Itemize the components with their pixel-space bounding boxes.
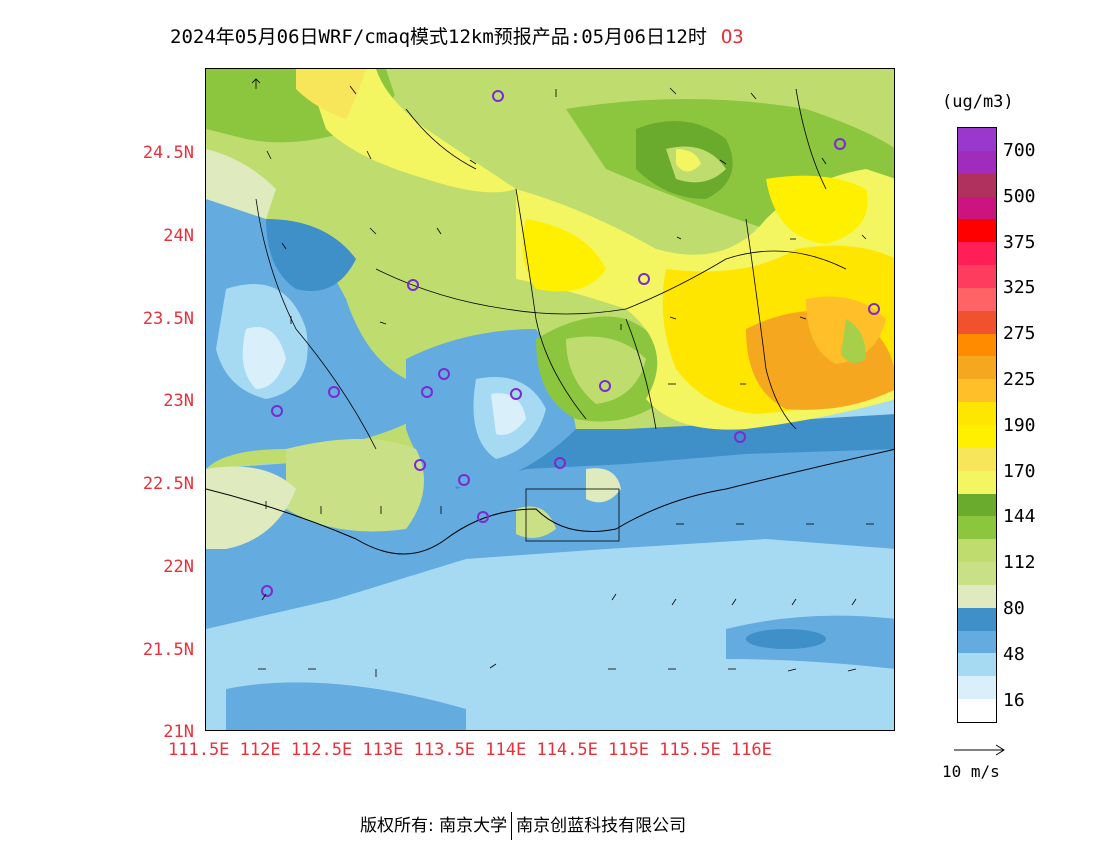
colorbar-label: 225 [1003, 369, 1036, 390]
copyright-company: 南京创蓝科技有限公司 [516, 816, 687, 836]
colorbar-label: 48 [1003, 643, 1025, 665]
lat-label: 21N [163, 722, 194, 742]
colorbar-segment [958, 676, 996, 700]
colorbar-segment [958, 196, 996, 220]
lat-label: 24N [163, 226, 194, 246]
title-main: 2024年05月06日WRF/cmaq模式12km预报产品:05月06日12时 [170, 26, 707, 48]
colorbar-segment [958, 699, 996, 722]
colorbar-segment [958, 310, 996, 334]
colorbar-segment [958, 447, 996, 471]
colorbar-segment [958, 333, 996, 357]
colorbar-label: 275 [1003, 323, 1036, 345]
colorbar-label: 16 [1003, 689, 1025, 711]
colorbar-segment [958, 539, 996, 563]
colorbar-label: 112 [1003, 552, 1036, 574]
colorbar-label: 700 [1003, 140, 1036, 161]
colorbar-segment [958, 424, 996, 448]
colorbar-segment [958, 242, 996, 266]
colorbar-label: 170 [1003, 460, 1036, 482]
ozone-field [206, 69, 894, 730]
colorbar-segment [958, 219, 996, 243]
colorbar-segment [958, 584, 996, 608]
lat-label: 21.5N [142, 640, 194, 660]
colorbar-label: 375 [1003, 231, 1036, 253]
colorbar-segment [958, 356, 996, 380]
lat-label: 24.5N [142, 143, 194, 163]
colorbar-segment [958, 470, 996, 494]
colorbar-segment [958, 150, 996, 174]
colorbar-segment [958, 402, 996, 425]
colorbar-segment [958, 265, 996, 288]
wind-reference-label: 10 m/s [942, 762, 1000, 781]
colorbar-segment [958, 562, 996, 585]
colorbar [957, 127, 997, 723]
lat-label: 22N [163, 557, 194, 577]
colorbar-label: 500 [1003, 185, 1036, 207]
map-title: 2024年05月06日WRF/cmaq模式12km预报产品:05月06日12时 O… [170, 22, 744, 49]
title-species: O3 [720, 26, 744, 48]
colorbar-label: 325 [1003, 277, 1036, 299]
colorbar-segment [958, 630, 996, 654]
colorbar-segment [958, 516, 996, 540]
footer-divider [511, 812, 513, 840]
copyright-owner: 版权所有: 南京大学 [360, 816, 508, 836]
lat-label: 23N [163, 391, 194, 411]
colorbar-segment [958, 173, 996, 197]
colorbar-label: 190 [1003, 414, 1036, 436]
lat-label: 22.5N [142, 474, 194, 494]
colorbar-segment [958, 607, 996, 631]
colorbar-segment [958, 493, 996, 517]
wind-reference-arrow [954, 744, 1005, 756]
colorbar-segment [958, 287, 996, 311]
copyright-footer: 版权所有: 南京大学 南京创蓝科技有限公司 [360, 811, 686, 840]
lon-labels: 111.5E 112E 112.5E 113E 113.5E 114E 114.… [168, 740, 772, 760]
colorbar-segment [958, 128, 996, 151]
colorbar-segment [958, 653, 996, 677]
colorbar-label: 80 [1003, 598, 1025, 619]
colorbar-segment [958, 379, 996, 403]
lat-label: 23.5N [142, 309, 194, 329]
colorbar-unit: (ug/m3) [942, 92, 1014, 112]
ozone-map [205, 68, 895, 731]
colorbar-label: 144 [1003, 506, 1036, 528]
